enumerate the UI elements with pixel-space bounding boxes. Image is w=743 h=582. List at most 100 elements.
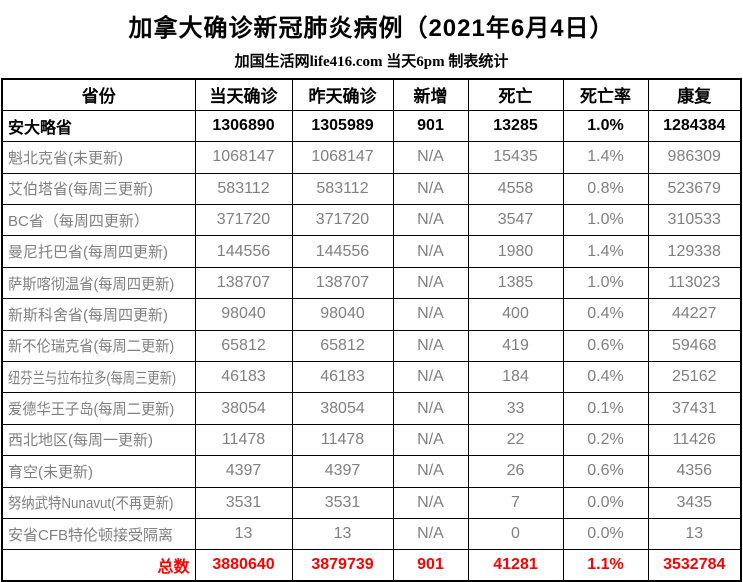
recovered-cell: 11426 — [647, 423, 742, 457]
death-rate-cell: 0.6% — [562, 455, 649, 488]
province-label: 育空(未更新) — [8, 463, 93, 481]
today-cases-cell: 371720 — [194, 204, 293, 237]
header-cell-rate: 死亡率 — [562, 78, 649, 111]
death-rate-cell: 0.2% — [562, 423, 649, 457]
yesterday-cases-cell: 46183 — [291, 361, 394, 394]
new-cases-cell: N/A — [392, 455, 469, 488]
table-row: 魁北克省(未更新) 1068147 1068147 N/A 15435 1.4% 98630… — [1, 141, 742, 174]
province-cell: 魁北克省(未更新) — [1, 141, 196, 174]
header-cell-deaths: 死亡 — [467, 78, 564, 111]
province-label: 新斯科舍省(每周四更新) — [8, 306, 168, 324]
deaths-cell: 400 — [467, 298, 564, 331]
table-row: 纽芬兰与拉布拉多(每周三更新) 46183 46183 N/A 184 0.4% 25162 — [1, 361, 742, 394]
death-rate-cell: 1.1% — [562, 549, 649, 582]
deaths-cell: 41281 — [467, 549, 564, 582]
today-cases-cell: 583112 — [194, 172, 293, 206]
table-row: 安省CFB特伦顿接受隔离 13 13 N/A 0 0.0% 13 — [1, 517, 742, 551]
today-cases-cell: 4397 — [194, 455, 293, 488]
deaths-cell: 1980 — [467, 235, 564, 268]
new-cases-cell: N/A — [392, 486, 469, 519]
deaths-cell: 13285 — [467, 109, 564, 143]
deaths-cell: 33 — [467, 392, 564, 425]
yesterday-cases-cell: 65812 — [291, 329, 394, 363]
death-rate-cell: 0.8% — [562, 172, 649, 206]
recovered-cell: 13 — [647, 517, 742, 551]
deaths-cell: 3547 — [467, 204, 564, 237]
yesterday-cases-cell: 11478 — [291, 423, 394, 457]
new-cases-cell: N/A — [392, 423, 469, 457]
today-cases-cell: 144556 — [194, 235, 293, 268]
province-label: 魁北克省(未更新) — [8, 149, 123, 167]
covid-stats-table: 省份 当天确诊 昨天确诊 新增 死亡 死亡率 康复 安大略省 1306890 13 0… — [1, 78, 742, 582]
province-label: 安省CFB特伦顿接受隔离 — [8, 526, 174, 544]
today-cases-cell: 1306890 — [194, 109, 293, 143]
today-cases-cell: 98040 — [194, 298, 293, 331]
new-cases-cell: N/A — [392, 172, 469, 206]
province-label: 新不伦瑞克省(每周二更新) — [8, 338, 175, 356]
yesterday-cases-cell: 144556 — [291, 235, 394, 268]
province-label: 爱德华王子岛(每周二更新) — [8, 401, 175, 419]
yesterday-cases-cell: 4397 — [291, 455, 394, 488]
today-cases-cell: 13 — [194, 517, 293, 551]
death-rate-cell: 0.4% — [562, 298, 649, 331]
header-cell-today: 当天确诊 — [194, 78, 293, 111]
new-cases-cell: N/A — [392, 235, 469, 268]
province-label: 总数 — [157, 559, 190, 577]
today-cases-cell: 138707 — [194, 266, 293, 300]
table-row: 新斯科舍省(每周四更新) 98040 98040 N/A 400 0.4% 44227 — [1, 298, 742, 331]
table-row: BC省（每周四更新） 371720 371720 N/A 3547 1.0% 310533 — [1, 204, 742, 237]
today-cases-cell: 3531 — [194, 486, 293, 519]
province-label: 纽芬兰与拉布拉多(每周三更新) — [8, 369, 177, 387]
header-cell-province: 省份 — [1, 78, 196, 111]
death-rate-cell: 0.6% — [562, 329, 649, 363]
yesterday-cases-cell: 98040 — [291, 298, 394, 331]
province-cell: 新不伦瑞克省(每周二更新) — [1, 329, 196, 363]
province-label: 安大略省 — [8, 120, 73, 138]
province-label: 西北地区(每周一更新) — [8, 432, 153, 450]
new-cases-cell: N/A — [392, 517, 469, 551]
new-cases-cell: 901 — [392, 109, 469, 143]
today-cases-cell: 3880640 — [194, 549, 293, 582]
yesterday-cases-cell: 13 — [291, 517, 394, 551]
yesterday-cases-cell: 138707 — [291, 266, 394, 300]
recovered-cell: 129338 — [647, 235, 742, 268]
table-row: 爱德华王子岛(每周二更新) 38054 38054 N/A 33 0.1% 37431 — [1, 392, 742, 425]
death-rate-cell: 1.0% — [562, 266, 649, 300]
page-subtitle: 加国生活网life416.com 当天6pm 制表统计 — [234, 54, 509, 70]
deaths-cell: 419 — [467, 329, 564, 363]
header-cell-yesterday: 昨天确诊 — [291, 78, 394, 111]
new-cases-cell: N/A — [392, 329, 469, 363]
deaths-cell: 7 — [467, 486, 564, 519]
today-cases-cell: 65812 — [194, 329, 293, 363]
recovered-cell: 113023 — [647, 266, 742, 300]
recovered-cell: 44227 — [647, 298, 742, 331]
province-cell: 曼尼托巴省(每周四更新) — [1, 235, 196, 268]
province-label: 艾伯塔省(每周三更新) — [8, 181, 153, 199]
new-cases-cell: N/A — [392, 298, 469, 331]
header-cell-recovered: 康复 — [647, 78, 742, 111]
new-cases-cell: N/A — [392, 204, 469, 237]
deaths-cell: 0 — [467, 517, 564, 551]
recovered-cell: 37431 — [647, 392, 742, 425]
table-row: 新不伦瑞克省(每周二更新) 65812 65812 N/A 419 0.6% 59468 — [1, 329, 742, 363]
province-label: BC省（每周四更新） — [8, 212, 149, 230]
recovered-cell: 1284384 — [647, 109, 742, 143]
new-cases-cell: N/A — [392, 141, 469, 174]
table-row: 安大略省 1306890 1305989 901 13285 1.0% 1284384 — [1, 109, 742, 143]
province-cell: 西北地区(每周一更新) — [1, 423, 196, 457]
today-cases-cell: 11478 — [194, 423, 293, 457]
yesterday-cases-cell: 371720 — [291, 204, 394, 237]
deaths-cell: 4558 — [467, 172, 564, 206]
header-cell-new: 新增 — [392, 78, 469, 111]
new-cases-cell: N/A — [392, 361, 469, 394]
yesterday-cases-cell: 583112 — [291, 172, 394, 206]
recovered-cell: 25162 — [647, 361, 742, 394]
death-rate-cell: 1.0% — [562, 204, 649, 237]
new-cases-cell: 901 — [392, 549, 469, 582]
recovered-cell: 3435 — [647, 486, 742, 519]
today-cases-cell: 38054 — [194, 392, 293, 425]
deaths-cell: 26 — [467, 455, 564, 488]
province-cell: 努纳武特Nunavut(不再更新) — [1, 486, 196, 519]
yesterday-cases-cell: 1068147 — [291, 141, 394, 174]
province-cell: 萨斯喀彻温省(每周四更新) — [1, 266, 196, 300]
